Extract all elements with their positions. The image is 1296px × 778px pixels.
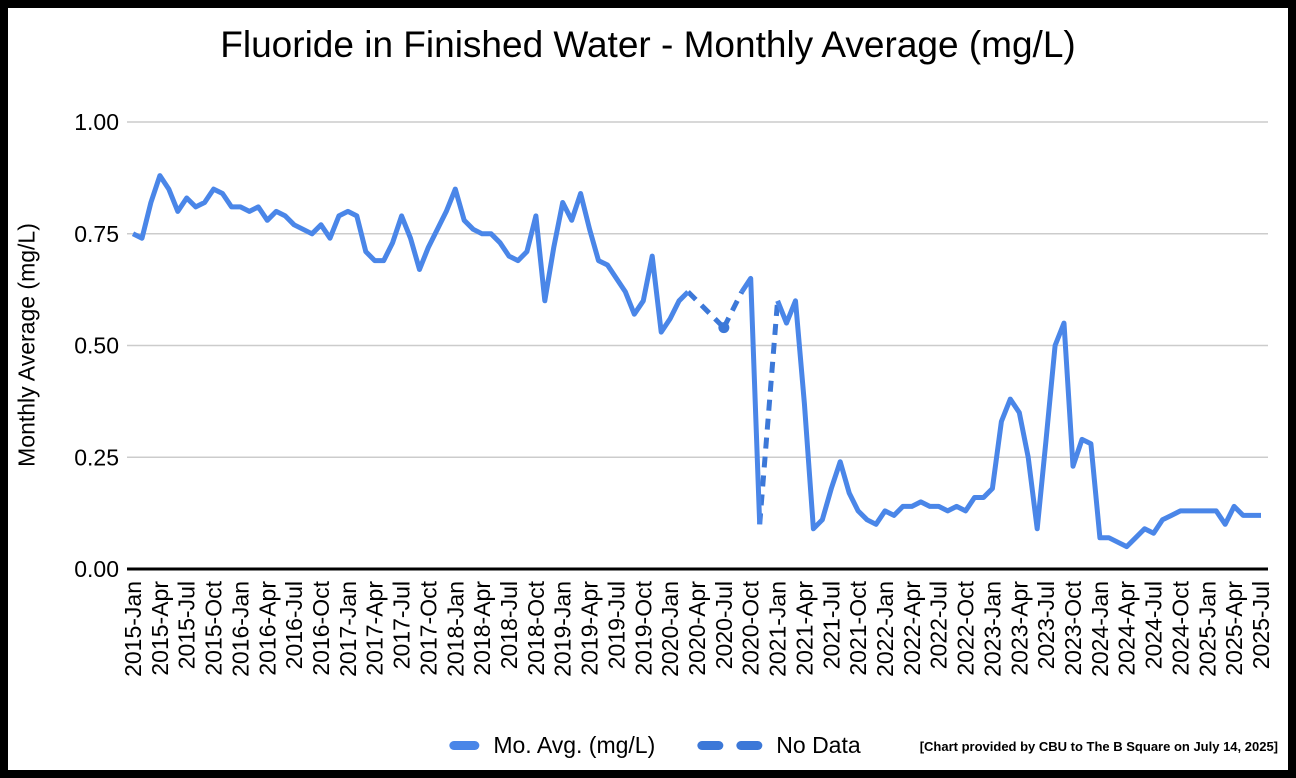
x-axis-tick-label: 2015-Jan	[120, 581, 146, 677]
x-axis-tick-label: 2025-Apr	[1221, 581, 1247, 676]
x-axis-tick-label: 2020-Jan	[657, 581, 683, 677]
x-axis-tick-label: 2025-Jan	[1194, 581, 1220, 677]
monthly-average-line	[739, 275, 763, 525]
x-axis-tick-label: 2019-Jan	[550, 581, 576, 677]
monthly-average-line	[775, 298, 1261, 550]
x-axis-tick-label: 2021-Jan	[765, 581, 791, 677]
y-axis-title: Monthly Average (mg/L)	[13, 223, 40, 467]
x-axis-tick-label: 2022-Apr	[899, 581, 925, 676]
x-axis-tick-label: 2023-Jul	[1033, 581, 1059, 669]
x-axis-tick-label: 2023-Apr	[1006, 581, 1032, 676]
x-axis-tick-label: 2024-Apr	[1114, 581, 1140, 676]
chart-title: Fluoride in Finished Water - Monthly Ave…	[220, 24, 1076, 65]
x-axis-tick-label: 2023-Oct	[1060, 580, 1086, 675]
no-data-dashed-segment	[686, 290, 726, 330]
footnote: [Chart provided by CBU to The B Square o…	[919, 739, 1278, 754]
x-axis-tick-label: 2017-Apr	[362, 581, 388, 676]
monthly-average-line	[131, 173, 690, 335]
x-axis-tick-label: 2021-Apr	[791, 581, 817, 676]
y-axis-tick-label: 0.75	[74, 221, 119, 247]
x-axis-tick-label: 2019-Apr	[577, 581, 603, 676]
dashed-line-legend-swatch	[697, 741, 763, 750]
x-axis-tick-label: 2018-Apr	[469, 581, 495, 676]
legend-label-monthly-average: Mo. Avg. (mg/L)	[493, 732, 656, 758]
x-axis-tick-label: 2024-Jan	[1087, 581, 1113, 677]
legend-label-no-data: No Data	[776, 732, 861, 758]
x-axis-tick-label: 2024-Oct	[1167, 580, 1193, 675]
y-axis-tick-label: 1.00	[74, 109, 119, 135]
x-axis-tick-label: 2022-Oct	[953, 580, 979, 675]
x-axis-tick-label: 2015-Oct	[201, 580, 227, 675]
x-axis-tick-label: 2021-Oct	[845, 580, 871, 675]
no-data-dashed-segment	[757, 300, 781, 525]
x-axis-tick-label: 2016-Apr	[254, 581, 280, 676]
x-axis-tick-label: 2019-Oct	[630, 580, 656, 675]
y-axis-tick-label: 0.50	[74, 333, 119, 359]
x-axis-tick-label: 2025-Jul	[1248, 581, 1274, 669]
x-axis-tick-label: 2020-Oct	[738, 580, 764, 675]
x-axis-tick-label: 2022-Jan	[872, 581, 898, 677]
x-axis-tick-label: 2018-Jan	[442, 581, 468, 677]
x-axis-tick-label: 2017-Oct	[415, 580, 441, 675]
solid-line-legend-swatch	[449, 741, 480, 750]
x-axis-tick-label: 2015-Jul	[174, 581, 200, 669]
x-axis-tick-label: 2024-Jul	[1141, 581, 1167, 669]
x-axis-tick-label: 2019-Jul	[603, 581, 629, 669]
x-axis-tick-label: 2016-Jul	[281, 581, 307, 669]
x-axis-tick-label: 2020-Apr	[684, 581, 710, 676]
x-axis-tick-label: 2016-Jan	[227, 581, 253, 677]
x-axis-tick-label: 2017-Jul	[389, 581, 415, 669]
y-axis-tick-label: 0.00	[74, 556, 119, 582]
isolated-data-point-marker	[718, 322, 730, 334]
x-axis-tick-label: 2023-Jan	[979, 581, 1005, 677]
y-axis-tick-label: 0.25	[74, 444, 119, 470]
x-axis-tick-label: 2020-Jul	[711, 581, 737, 669]
x-axis-tick-label: 2021-Jul	[818, 581, 844, 669]
x-axis-tick-label: 2018-Oct	[523, 580, 549, 675]
x-axis-tick-label: 2018-Jul	[496, 581, 522, 669]
x-axis-tick-label: 2016-Oct	[308, 580, 334, 675]
legend: Mo. Avg. (mg/L) No Data	[449, 732, 861, 759]
x-axis-tick-label: 2015-Apr	[147, 581, 173, 676]
x-axis-tick-label: 2017-Jan	[335, 581, 361, 677]
x-axis-tick-label: 2022-Jul	[926, 581, 952, 669]
no-data-dashed-segment	[721, 290, 744, 329]
